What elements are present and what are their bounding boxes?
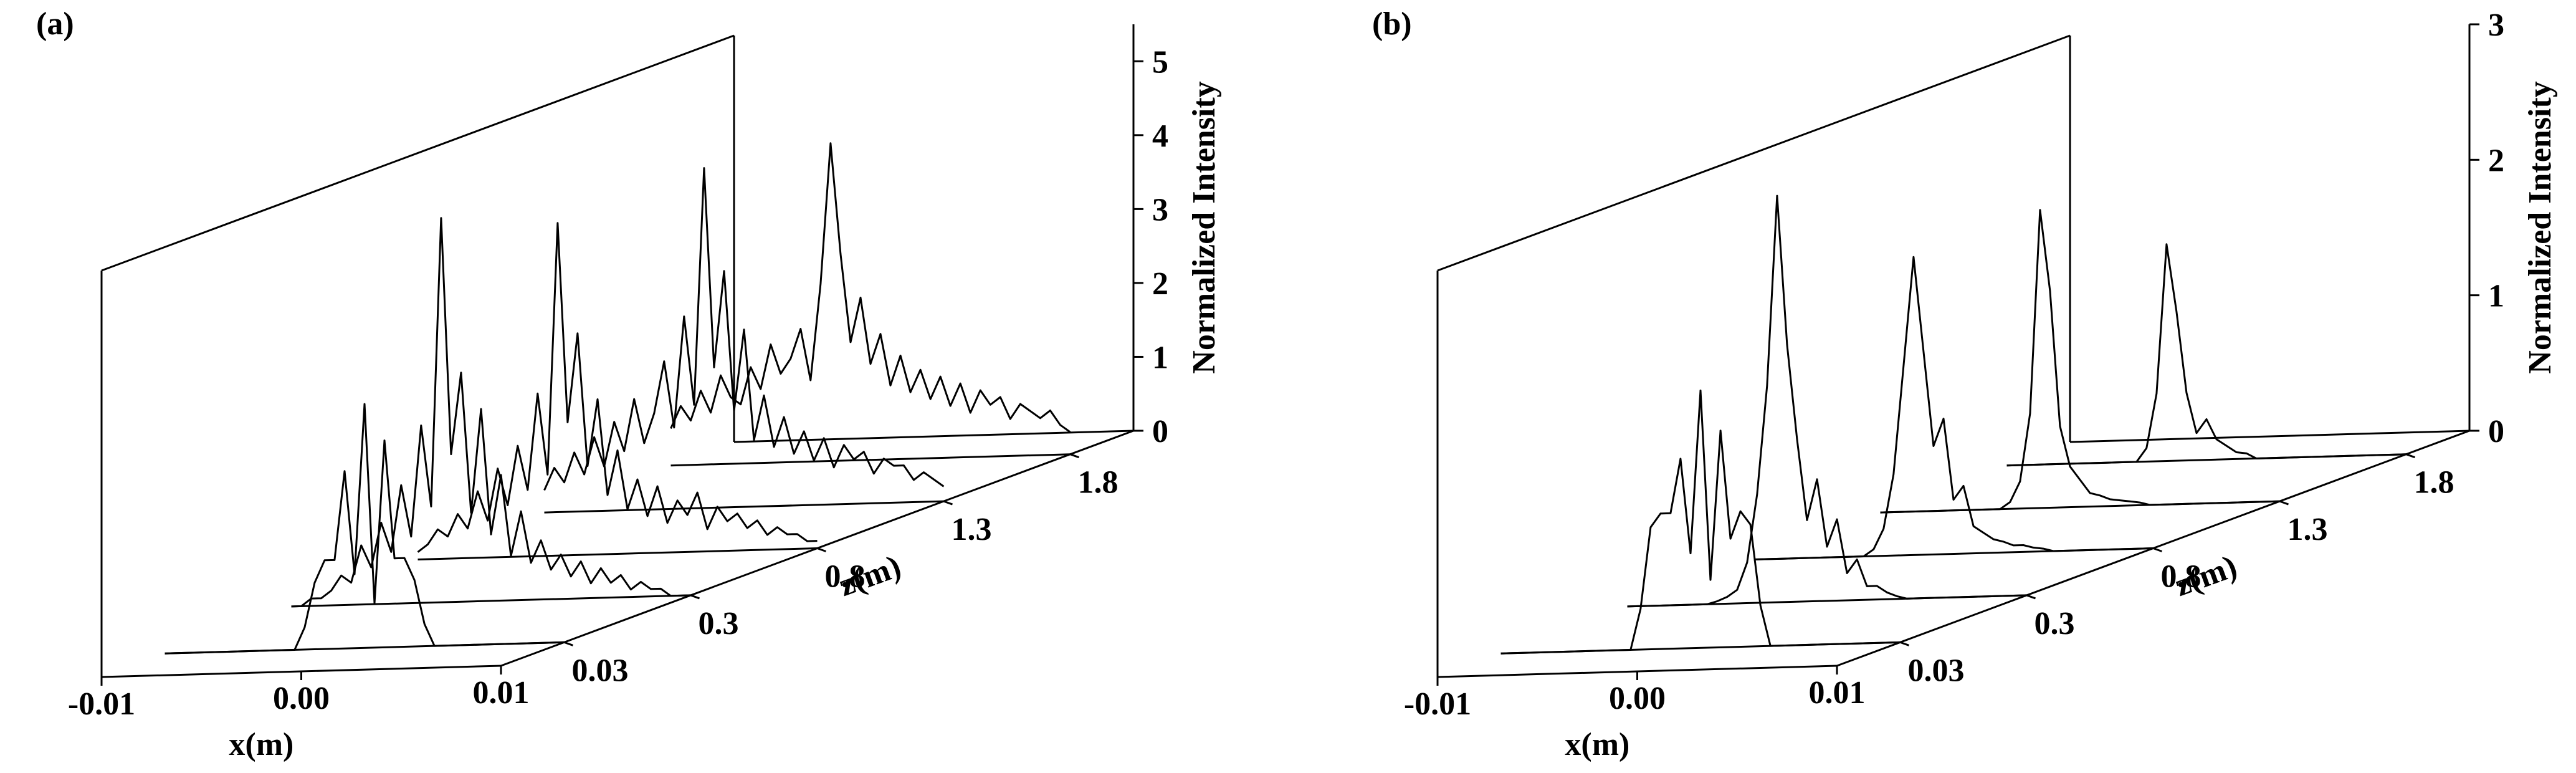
x-tick-label: 0.00: [1609, 681, 1666, 716]
y-tick-label: 2: [2488, 143, 2504, 178]
z-tick-label: 0.03: [572, 653, 629, 688]
z-tick-label: 0.3: [2035, 606, 2075, 641]
panel: (b)x(m)z(m)Normalized Intensity-0.01 0.00…: [1372, 6, 2558, 762]
x-tick-label: 0.01: [473, 675, 530, 711]
z-tick: [2405, 453, 2416, 459]
panel: (a)x(m)z(m)Normalized Intensity-0.01 0.00…: [36, 6, 1222, 762]
z-tick: [2026, 594, 2036, 600]
y-tick-label: 0: [1152, 414, 1168, 449]
box-edge: [733, 430, 1134, 443]
trace-baseline: [670, 453, 1071, 467]
y-tick-label: 3: [2488, 7, 2504, 43]
y-axis-label: Normalized Intensity: [1186, 81, 1222, 373]
intensity-trace: [543, 167, 945, 491]
z-tick: [2152, 547, 2163, 552]
x-tick-label: -0.01: [68, 686, 135, 722]
intensity-trace: [670, 142, 1071, 433]
z-tick-label: 1.3: [952, 512, 992, 547]
z-tick-label: 0.8: [825, 559, 866, 595]
z-tick: [816, 547, 827, 552]
box-edge: [1437, 34, 2071, 272]
z-tick: [690, 594, 700, 600]
x-tick-label: 0.01: [1809, 675, 1866, 711]
panel-label: (a): [36, 6, 74, 42]
z-tick-label: 1.3: [2287, 512, 2328, 547]
y-tick-label: 4: [1152, 118, 1168, 154]
z-tick-label: 0.03: [1908, 653, 1965, 688]
z-tick-label: 0.3: [699, 606, 739, 641]
intensity-trace: [1880, 209, 2280, 514]
intensity-trace: [291, 217, 691, 608]
z-tick-label: 1.8: [1078, 465, 1119, 501]
intensity-trace: [1753, 256, 2154, 560]
z-tick-label: 1.8: [2414, 465, 2454, 501]
intensity-trace: [2006, 243, 2407, 467]
z-tick: [2279, 500, 2289, 506]
x-axis-label: x(m): [1565, 727, 1629, 762]
trace-baseline: [544, 500, 944, 514]
z-tick: [1899, 641, 1910, 646]
x-tick-label: 0.00: [273, 681, 330, 716]
panel-label: (b): [1372, 6, 1412, 42]
x-axis-label: x(m): [229, 727, 293, 762]
intensity-trace: [417, 222, 818, 553]
y-tick-label: 1: [2488, 279, 2504, 314]
y-tick-label: 5: [1152, 44, 1168, 80]
box-edge: [101, 34, 735, 272]
intensity-trace: [1500, 389, 1901, 655]
y-tick-label: 1: [1152, 340, 1168, 375]
x-tick-label: -0.01: [1404, 686, 1471, 722]
trace-baseline: [417, 547, 818, 560]
y-tick-label: 0: [2488, 414, 2504, 449]
box-edge: [2069, 430, 2470, 443]
z-tick-label: 0.8: [2161, 559, 2202, 595]
trace-baseline: [291, 594, 691, 608]
intensity-trace: [1627, 194, 2027, 608]
intensity-trace: [165, 403, 565, 655]
z-tick: [1069, 453, 1080, 459]
z-tick: [943, 500, 953, 506]
z-tick: [563, 641, 574, 646]
y-axis-label: Normalized Intensity: [2522, 81, 2558, 373]
y-tick-label: 2: [1152, 266, 1168, 302]
y-tick-label: 3: [1152, 192, 1168, 228]
